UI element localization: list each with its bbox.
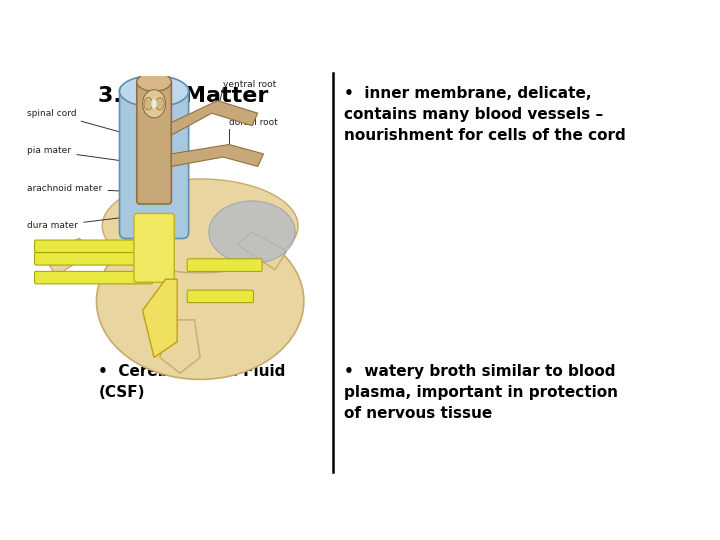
Text: pia mater: pia mater: [27, 146, 137, 163]
FancyBboxPatch shape: [35, 240, 153, 253]
Ellipse shape: [143, 90, 166, 118]
Polygon shape: [143, 279, 177, 357]
Text: •  Cerebrospinal Fluid
(CSF): • Cerebrospinal Fluid (CSF): [99, 364, 286, 400]
Polygon shape: [160, 320, 200, 373]
FancyBboxPatch shape: [35, 271, 153, 284]
Polygon shape: [171, 145, 264, 166]
Text: 3.  Pia Matter: 3. Pia Matter: [99, 85, 269, 106]
FancyBboxPatch shape: [187, 290, 253, 302]
Text: arachnoid mater: arachnoid mater: [27, 184, 128, 193]
Text: dura mater: dura mater: [27, 217, 128, 231]
Ellipse shape: [156, 98, 164, 110]
Text: •  inner membrane, delicate,
contains many blood vessels –
nourishment for cells: • inner membrane, delicate, contains man…: [344, 85, 626, 143]
Ellipse shape: [120, 76, 189, 107]
FancyBboxPatch shape: [134, 213, 174, 282]
Ellipse shape: [102, 179, 298, 273]
Polygon shape: [45, 239, 94, 276]
Ellipse shape: [137, 72, 171, 91]
Ellipse shape: [96, 223, 304, 380]
Polygon shape: [171, 100, 258, 135]
Text: spinal cord: spinal cord: [27, 109, 140, 138]
Ellipse shape: [209, 201, 295, 264]
FancyBboxPatch shape: [120, 85, 189, 239]
Text: dorsal root: dorsal root: [229, 118, 278, 127]
Polygon shape: [238, 232, 287, 270]
Ellipse shape: [151, 99, 157, 109]
Text: ventral root: ventral root: [223, 80, 276, 90]
FancyBboxPatch shape: [187, 259, 262, 271]
Text: •  watery broth similar to blood
plasma, important in protection
of nervous tiss: • watery broth similar to blood plasma, …: [344, 364, 618, 421]
FancyBboxPatch shape: [35, 253, 153, 265]
Ellipse shape: [144, 98, 153, 110]
FancyBboxPatch shape: [137, 79, 171, 204]
